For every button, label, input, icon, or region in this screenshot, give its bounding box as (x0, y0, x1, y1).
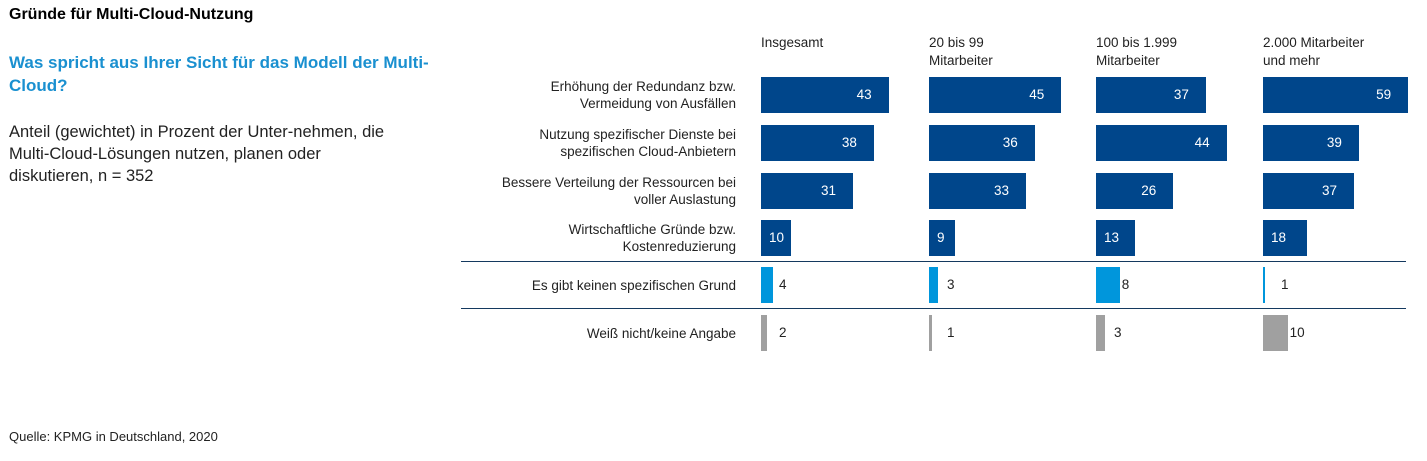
column-header-line: 2.000 Mitarbeiter (1263, 35, 1365, 50)
bar-value-label: 10 (769, 230, 785, 245)
bar-main (929, 173, 1027, 209)
bar-value-label: 3 (1114, 325, 1122, 340)
bar-value-label: 33 (993, 183, 1010, 198)
bar-value-label: 44 (1194, 135, 1210, 150)
chart-question: Was spricht aus Ihrer Sicht für das Mode… (9, 53, 429, 95)
bar-value-label: 10 (1289, 325, 1305, 340)
bar-value-label: 13 (1104, 230, 1120, 245)
separator-line (461, 308, 1406, 309)
bar-value-label: 39 (1326, 135, 1342, 150)
bar-main (761, 77, 889, 113)
bar-none (1096, 267, 1120, 303)
column-header-line: 20 bis 99 (929, 35, 984, 50)
bar-value-label: 1 (947, 325, 955, 340)
bar-value-label: 36 (1002, 135, 1018, 150)
bar-value-label: 9 (937, 230, 945, 245)
bar-value-label: 2 (779, 325, 787, 340)
bar-value-label: 31 (821, 183, 837, 198)
bar-value-label: 45 (1029, 87, 1045, 102)
category-label: Weiß nicht/keine Angabe (436, 325, 736, 342)
bar-main (761, 173, 854, 209)
column-header: Insgesamt (761, 34, 823, 52)
category-label: Nutzung spezifischer Dienste bei spezifis… (436, 126, 736, 160)
bar-none (761, 267, 773, 303)
bar-none (1263, 267, 1266, 303)
column-header-line: 100 bis 1.999 (1096, 35, 1178, 50)
bar-none (929, 267, 938, 303)
category-label: Erhöhung der Redundanz bzw. Vermeidung vo… (436, 78, 736, 112)
column-header-line: und mehr (1263, 53, 1321, 68)
column-header-line: Insgesamt (761, 35, 824, 50)
chart-title: Gründe für Multi-Cloud-Nutzung (9, 6, 254, 23)
category-label-line: voller Auslastung (633, 192, 736, 207)
bar-main (929, 220, 956, 256)
category-label-line: Bessere Verteilung der Ressourcen bei (501, 175, 736, 190)
bar-main (1263, 77, 1409, 113)
bar-main (1263, 173, 1355, 209)
bar-unknown (1096, 315, 1105, 351)
bar-main (929, 125, 1035, 161)
column-header-line: Mitarbeiter (1096, 53, 1160, 68)
category-label-line: Erhöhung der Redundanz bzw. (550, 79, 736, 94)
bar-main (1096, 173, 1174, 209)
column-header-line: Mitarbeiter (929, 53, 993, 68)
bar-value-label: 3 (947, 277, 955, 292)
category-label: Wirtschaftliche Gründe bzw. Kostenreduzie… (436, 221, 736, 255)
bar-main (1096, 220, 1135, 256)
source-note: Quelle: KPMG in Deutschland, 2020 (9, 429, 218, 444)
bar-main (1096, 77, 1206, 113)
bar-main (761, 220, 791, 256)
column-header: 20 bis 99 Mitarbeiter (929, 34, 993, 70)
bar-value-label: 18 (1271, 230, 1287, 245)
bar-main (1263, 125, 1359, 161)
bar-value-label: 37 (1173, 87, 1189, 102)
bar-unknown (761, 315, 767, 351)
category-label-line: spezifischen Cloud-Anbietern (560, 144, 736, 159)
bar-value-label: 1 (1281, 277, 1289, 292)
bar-main (1263, 220, 1308, 256)
bar-main (761, 125, 874, 161)
bar-value-label: 8 (1121, 277, 1130, 292)
column-header: 2.000 Mitarbeiter und mehr (1263, 34, 1364, 70)
chart-description: Anteil (gewichtet) in Prozent der Unter-… (9, 123, 385, 185)
separator-line (461, 261, 1406, 262)
bar-unknown (929, 315, 932, 351)
category-label-line: Es gibt keinen spezifischen Grund (531, 277, 736, 293)
category-label-line: Kostenreduzierung (622, 239, 736, 254)
category-label-line: Vermeidung von Ausfällen (579, 96, 736, 111)
category-label: Es gibt keinen spezifischen Grund (436, 277, 736, 294)
bar-value-label: 43 (856, 87, 872, 102)
bar-unknown (1263, 315, 1288, 351)
category-label-line: Weiß nicht/keine Angabe (586, 325, 736, 341)
category-label: Bessere Verteilung der Ressourcen bei vol… (436, 174, 736, 208)
bar-value-label: 4 (779, 277, 787, 292)
bar-main (1096, 125, 1227, 161)
category-label-line: Wirtschaftliche Gründe bzw. (568, 222, 736, 237)
bar-value-label: 37 (1321, 183, 1338, 198)
bar-value-label: 26 (1141, 183, 1157, 198)
bar-value-label: 59 (1376, 87, 1392, 102)
bar-value-label: 38 (841, 135, 857, 150)
bar-main (929, 77, 1062, 113)
category-label-line: Nutzung spezifischer Dienste bei (539, 127, 736, 142)
column-header: 100 bis 1.999 Mitarbeiter (1096, 34, 1177, 70)
